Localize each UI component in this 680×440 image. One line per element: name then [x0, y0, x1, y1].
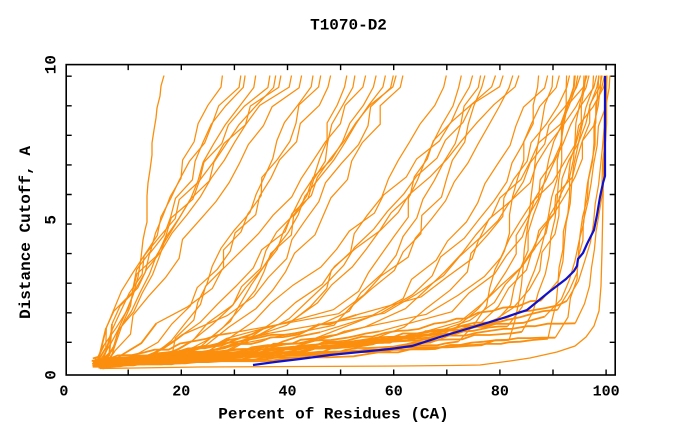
svg-text:0: 0 [43, 370, 61, 380]
svg-text:Percent of Residues (CA): Percent of Residues (CA) [218, 406, 448, 424]
svg-text:60: 60 [385, 384, 403, 401]
svg-text:Distance Cutoff, A: Distance Cutoff, A [17, 146, 35, 319]
svg-text:0: 0 [59, 384, 68, 401]
svg-text:80: 80 [491, 384, 509, 401]
svg-text:T1070-D2: T1070-D2 [310, 17, 387, 35]
svg-text:10: 10 [43, 55, 61, 74]
svg-text:20: 20 [172, 384, 190, 401]
svg-text:100: 100 [593, 384, 620, 401]
svg-text:40: 40 [278, 384, 296, 401]
svg-text:5: 5 [43, 215, 61, 225]
